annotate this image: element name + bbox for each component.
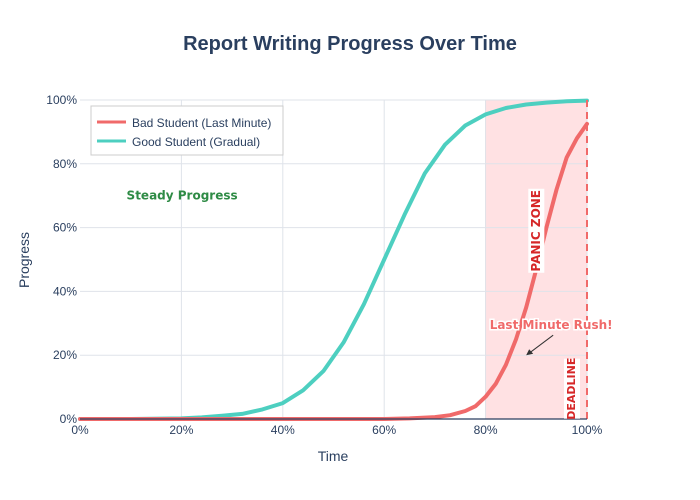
y-tick-label: 100% [46,93,77,107]
y-tick-label: 20% [53,348,77,362]
x-tick-label: 100% [572,423,603,437]
axis-layer: 0% 20% 40% 60% 80% 100% 0% 20% 40% 60% 80% 100% [46,93,602,437]
y-axis-title: Progress [16,232,32,288]
annotation-rush-halo: Last Minute Rush! [490,318,613,332]
annotation-last-minute-rush: Last Minute Rush! [490,318,613,332]
x-tick-label: 60% [372,423,396,437]
deadline-label: DEADLINE [565,358,578,420]
x-tick-label: 80% [474,423,498,437]
y-tick-label: 0% [60,412,78,426]
x-axis-title: Time [318,448,349,464]
x-tick-label: 40% [271,423,295,437]
x-tick-label: 0% [71,423,89,437]
panic-zone-label-box [528,188,545,273]
y-tick-label: 80% [53,157,77,171]
legend: Bad Student (Last Minute) Good Student (… [90,105,284,156]
panic-zone-label: PANIC ZONE [529,190,543,272]
y-tick-label: 60% [53,221,77,235]
x-tick-label: 20% [169,423,193,437]
chart-title: Report Writing Progress Over Time [183,33,517,55]
y-tick-label: 40% [53,284,77,298]
legend-box [90,105,284,156]
series-line-good-student [78,98,589,421]
deadline-label-box [564,358,580,419]
legend-label-good: Good Student (Gradual) [132,135,260,149]
annotation-arrow-shaft [528,334,554,354]
annotation-steady-progress: Steady Progress [127,189,238,203]
annotation-arrow-head [526,349,534,356]
legend-label-bad: Bad Student (Last Minute) [132,116,271,130]
